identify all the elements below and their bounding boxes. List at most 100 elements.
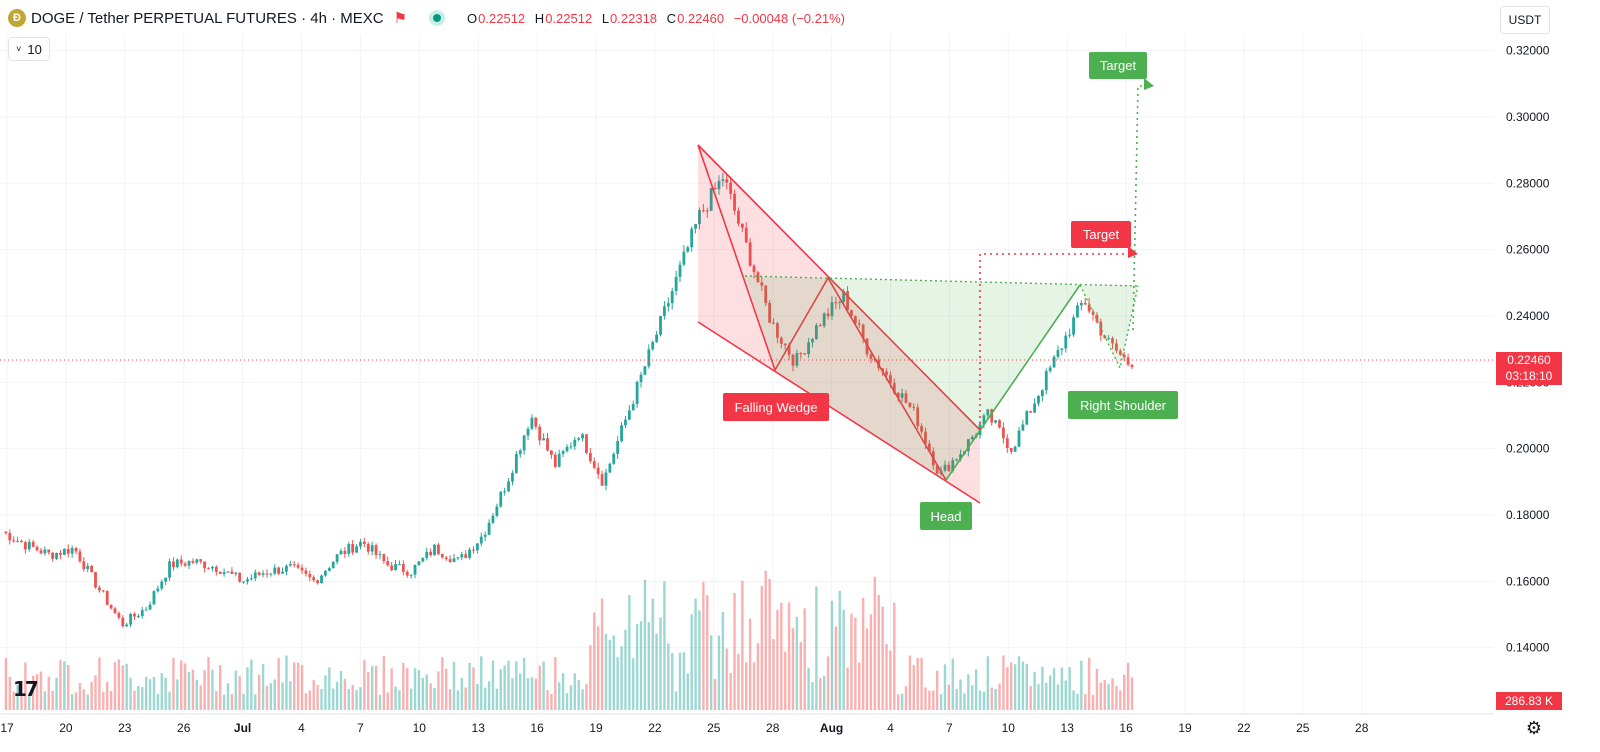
time-axis-label: 4 — [298, 721, 305, 735]
candle-body — [666, 303, 670, 307]
candle-body — [355, 546, 358, 553]
candle-body — [818, 325, 822, 327]
candle-body — [98, 587, 101, 591]
volume-bar — [312, 679, 315, 710]
volume-bar — [577, 680, 580, 710]
candle-body — [230, 571, 234, 574]
volume-bar — [951, 658, 954, 710]
volume-bar — [495, 688, 499, 710]
candle-body — [682, 251, 686, 265]
gear-icon[interactable]: ⚙ — [1525, 717, 1543, 738]
volume-bar — [1076, 693, 1079, 710]
right-shoulder-label[interactable]: Right Shoulder — [1068, 391, 1178, 419]
volume-bar — [908, 655, 912, 710]
tradingview-logo[interactable]: 17 — [13, 677, 39, 701]
candle-body — [164, 577, 168, 582]
candle-body — [20, 540, 23, 543]
candle-body — [487, 522, 491, 535]
candle-body — [663, 306, 666, 316]
volume-bar — [885, 644, 888, 710]
volume-bar — [219, 665, 222, 710]
candle-body — [577, 438, 581, 440]
candle-body — [117, 612, 121, 618]
time-axis-label: 16 — [1119, 721, 1133, 735]
candle-body — [460, 554, 464, 558]
candle-body — [776, 323, 779, 338]
green-target-label[interactable]: Target — [1089, 52, 1147, 79]
volume-bar — [678, 652, 682, 710]
candle-body — [1083, 302, 1087, 305]
red-target-path — [979, 253, 1136, 430]
volume-bar — [713, 678, 717, 710]
volume-bar — [904, 686, 908, 710]
volume-bar — [254, 694, 257, 710]
candle-body — [639, 374, 643, 383]
currency-button[interactable]: USDT — [1500, 6, 1550, 34]
volume-bar — [70, 694, 74, 710]
candle-body — [1122, 354, 1126, 358]
volume-bar — [760, 585, 764, 710]
market-status-icon[interactable] — [429, 10, 446, 26]
current-price-badge: 0.22460 — [1496, 352, 1562, 369]
green-target-arrow — [1144, 78, 1154, 90]
candle-body — [694, 224, 697, 229]
time-axis-label: 10 — [413, 721, 427, 735]
candle-body — [12, 540, 16, 542]
candle-body — [156, 588, 160, 592]
volume-bar — [526, 678, 530, 710]
candle-body — [507, 481, 510, 492]
candle-body — [966, 439, 970, 452]
candle-body — [238, 572, 242, 582]
volume-bar — [448, 689, 452, 710]
volume-bar — [378, 694, 382, 710]
time-axis-label: 19 — [589, 721, 603, 735]
candle-body — [31, 541, 35, 547]
volume-bar — [1072, 690, 1075, 710]
volume-bar — [250, 659, 253, 710]
falling-wedge-label[interactable]: Falling Wedge — [723, 393, 829, 421]
indicator-value: 10 — [27, 41, 42, 57]
candle-body — [327, 568, 331, 571]
price-change: −0.00048 (−0.21%) — [733, 10, 845, 26]
symbol-title[interactable]: DOGE / Tether PERPETUAL FUTURES · 4h · M… — [31, 9, 384, 27]
candle-body — [1068, 334, 1072, 336]
candle-body — [764, 285, 768, 303]
volume-bar — [109, 690, 113, 710]
candle-body — [382, 554, 386, 562]
candle-body — [733, 193, 736, 211]
candle-body — [1107, 338, 1111, 340]
candle-body — [257, 572, 261, 575]
head-label[interactable]: Head — [920, 502, 972, 530]
volume-bar — [503, 665, 506, 710]
candle-body — [1037, 395, 1040, 404]
candle-body — [772, 322, 775, 324]
head-shoulders-line — [945, 284, 1081, 481]
volume-bar — [1041, 666, 1044, 710]
red-target-label[interactable]: Target — [1071, 221, 1131, 248]
volume-bar — [971, 685, 974, 710]
volume-bar — [215, 691, 218, 710]
indicator-toggle[interactable]: ˅ 10 — [8, 37, 50, 61]
flag-icon[interactable]: ⚑ — [393, 10, 408, 27]
volume-bar — [59, 660, 62, 710]
volume-bar — [1103, 680, 1106, 710]
volume-bar — [585, 684, 588, 710]
volume-bar — [803, 608, 806, 710]
candle-body — [514, 454, 518, 473]
candle-body — [670, 291, 674, 304]
volume-bar — [82, 689, 86, 710]
volume-bar — [893, 602, 896, 710]
candle-body — [4, 531, 8, 534]
volume-bar — [1068, 667, 1071, 710]
time-axis-label: 4 — [887, 721, 894, 735]
candle-body — [752, 265, 756, 273]
candle-body — [366, 543, 370, 552]
volume-bar — [935, 670, 939, 710]
wedge-upper-line — [697, 144, 981, 431]
candle-body — [1009, 448, 1013, 452]
candle-body — [70, 548, 74, 554]
candle-body — [573, 439, 577, 447]
volume-bar — [955, 688, 958, 710]
candle-body — [444, 557, 448, 560]
